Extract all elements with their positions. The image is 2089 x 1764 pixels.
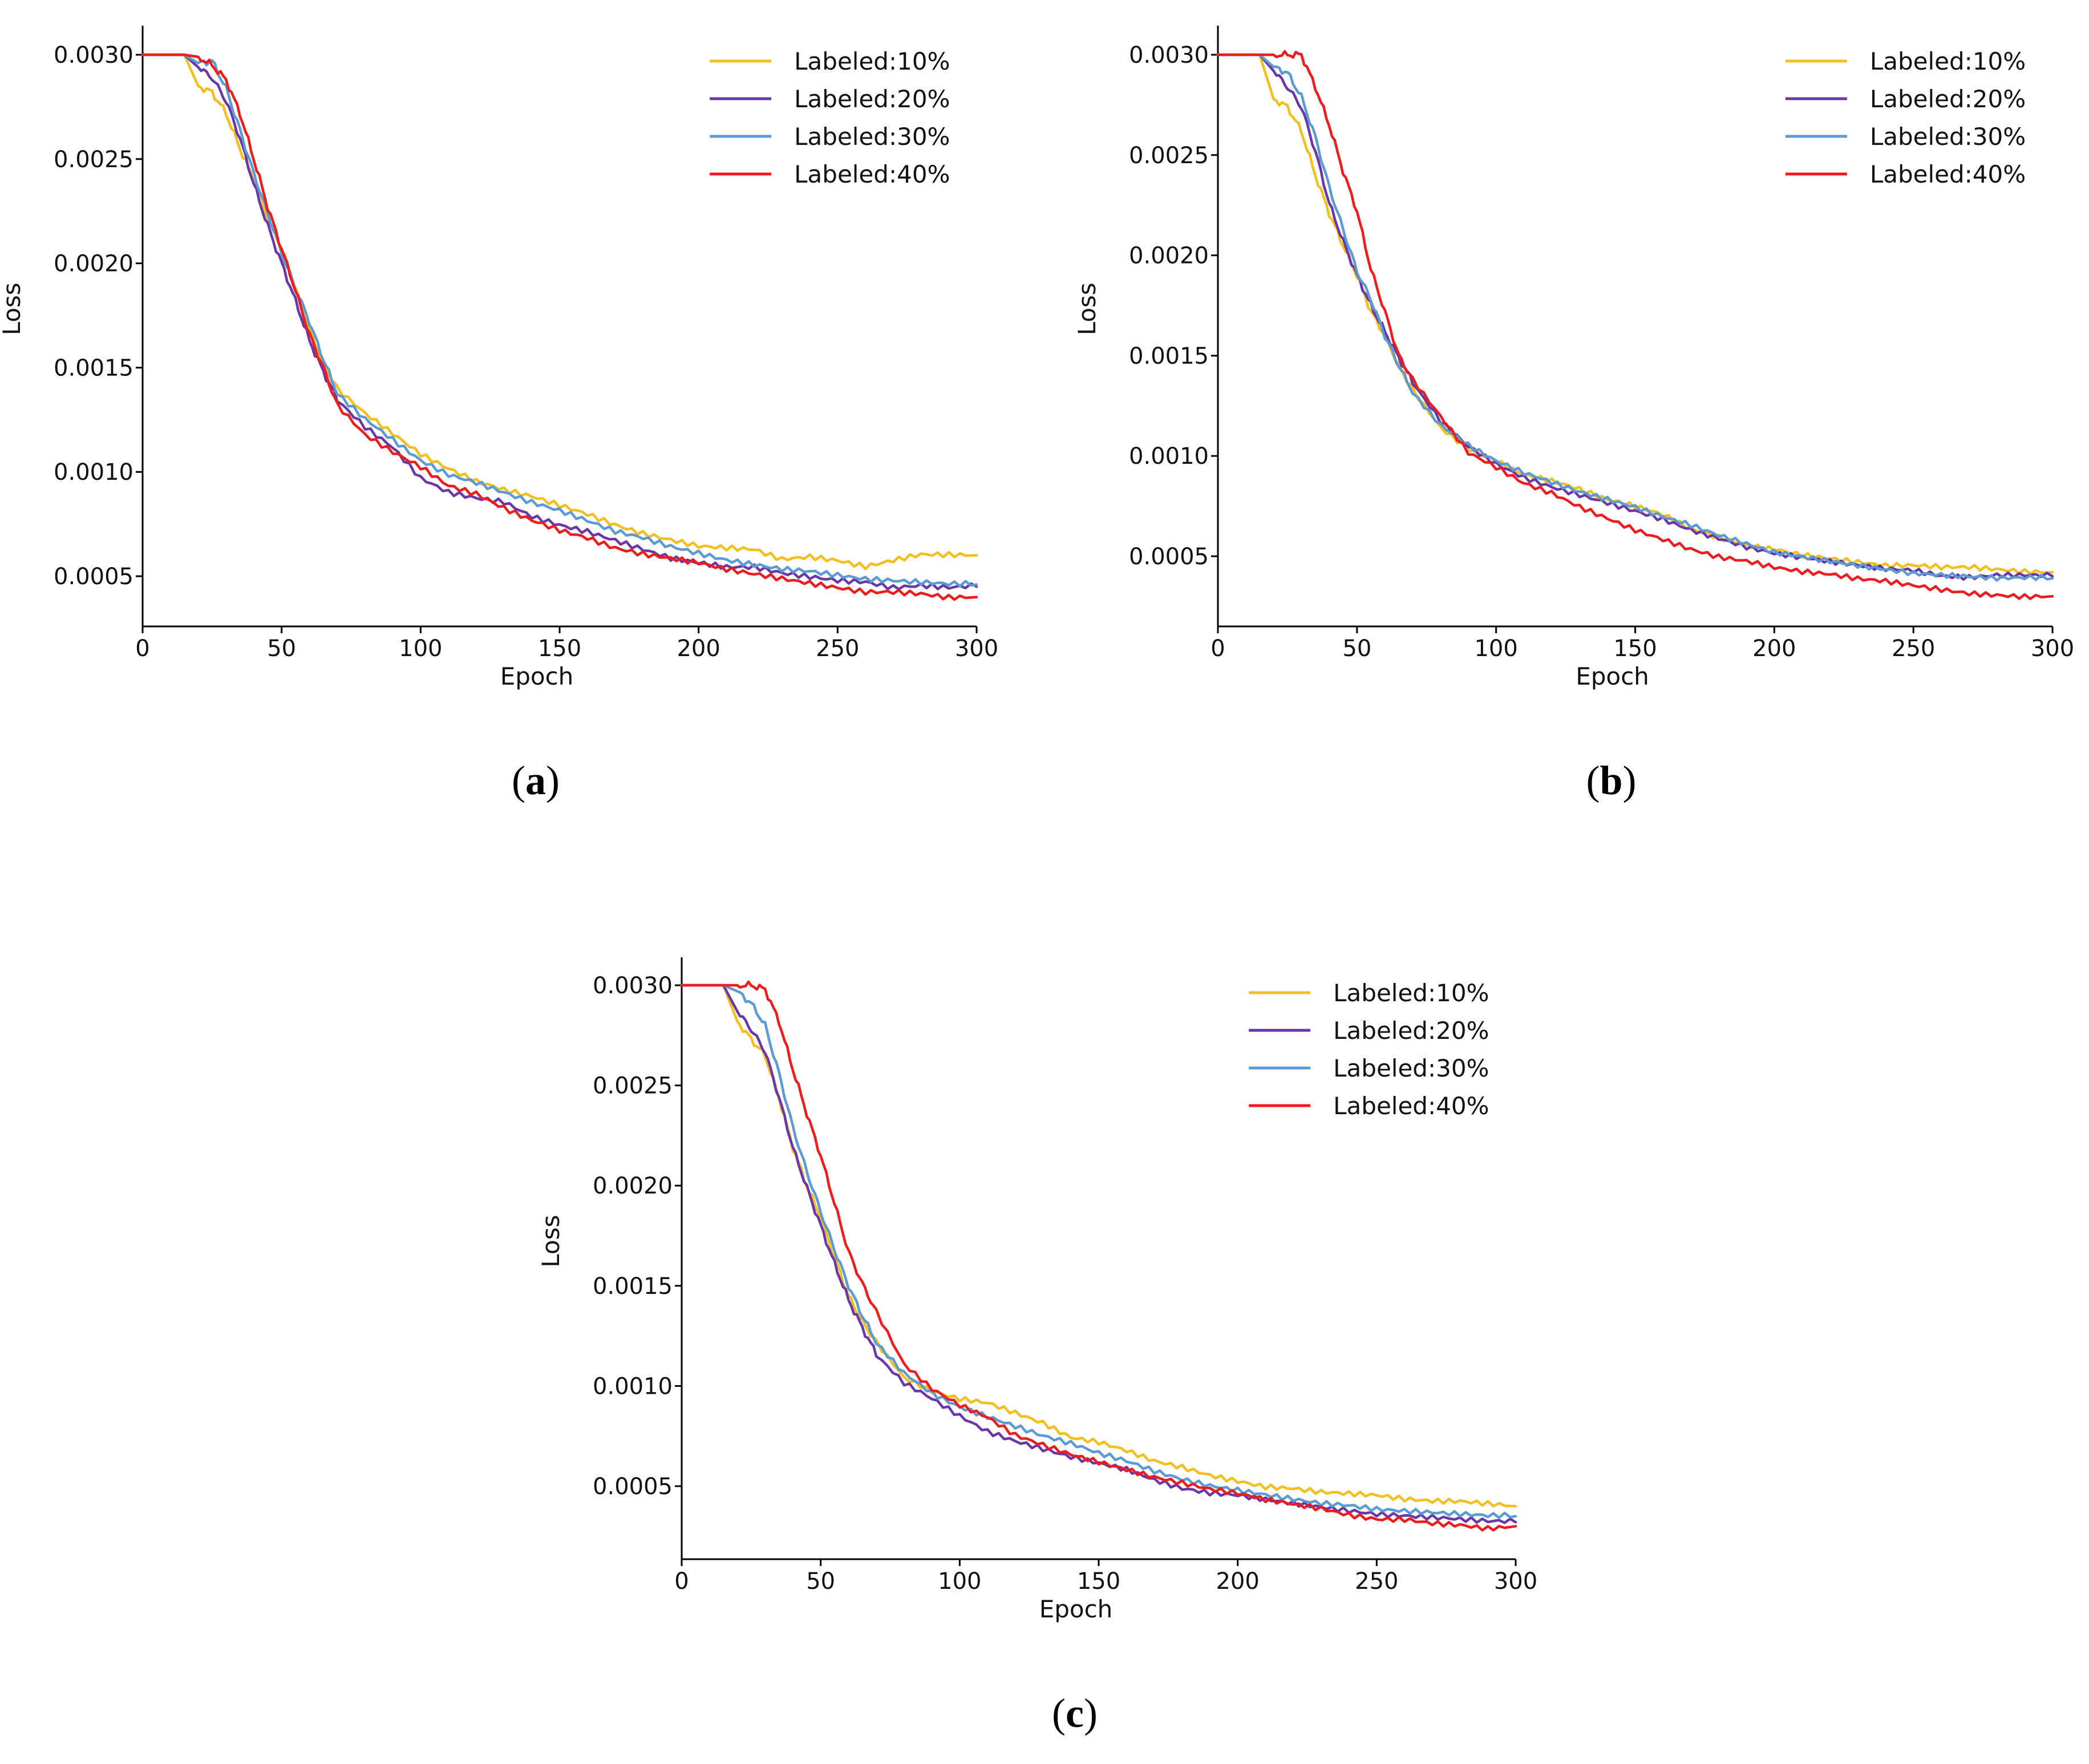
x-tick-label-a: 250 — [816, 636, 859, 662]
x-tick-label-b: 0 — [1211, 636, 1225, 662]
legend-label-labeled-40-b: Labeled:40% — [1870, 160, 2026, 188]
legend-label-labeled-10-c: Labeled:10% — [1333, 979, 1489, 1007]
legend-label-labeled-20-a: Labeled:20% — [794, 85, 950, 113]
y-tick-label-b: 0.0030 — [1129, 42, 1209, 68]
x-tick-label-b: 200 — [1752, 636, 1796, 662]
series-line-labeled-40-a — [141, 53, 978, 601]
chart-panel-a: 0 50 100 150 200 250 300 0.0005 0.0010 0.0015 0.00… — [0, 26, 998, 803]
x-tick-label-b: 300 — [2031, 636, 2074, 662]
y-tick-label-b: 0.0020 — [1129, 243, 1209, 269]
y-tick-label-c: 0.0015 — [593, 1273, 673, 1300]
x-tick-label-c: 300 — [1494, 1568, 1537, 1595]
x-tick-label-a: 150 — [538, 636, 581, 662]
y-tick-label-a: 0.0020 — [54, 251, 133, 277]
x-tick-label-c: 50 — [806, 1568, 835, 1595]
y-tick-label-c: 0.0020 — [593, 1173, 673, 1199]
x-tick-label-a: 50 — [267, 636, 296, 662]
y-tick-label-a: 0.0005 — [54, 564, 133, 590]
y-tick-label-c: 0.0005 — [593, 1474, 673, 1500]
x-tick-label-b: 50 — [1342, 636, 1371, 662]
x-tick-label-b: 150 — [1613, 636, 1657, 662]
panel-caption-c: (c) — [1052, 1690, 1098, 1736]
series-line-labeled-30-a — [141, 53, 978, 588]
y-tick-label-b: 0.0015 — [1129, 343, 1209, 369]
panel-caption-b: (b) — [1586, 758, 1636, 803]
series-line-labeled-30-b — [1216, 53, 2054, 582]
x-tick-label-b: 250 — [1892, 636, 1935, 662]
x-tick-label-c: 200 — [1216, 1568, 1259, 1595]
y-tick-label-b: 0.0005 — [1129, 544, 1209, 570]
y-tick-label-c: 0.0010 — [593, 1373, 673, 1399]
legend-label-labeled-40-a: Labeled:40% — [794, 160, 950, 188]
x-tick-label-b: 100 — [1474, 636, 1517, 662]
x-tick-label-a: 100 — [399, 636, 442, 662]
x-axis-title-b: Epoch — [1576, 662, 1649, 690]
y-tick-label-a: 0.0010 — [54, 459, 133, 485]
series-line-labeled-20-c — [680, 984, 1517, 1524]
legend-label-labeled-30-a: Labeled:30% — [794, 123, 950, 151]
series-line-labeled-40-c — [680, 980, 1517, 1532]
y-tick-label-a: 0.0015 — [54, 355, 133, 381]
x-tick-label-a: 300 — [955, 636, 998, 662]
y-tick-label-c: 0.0030 — [593, 973, 673, 999]
x-tick-label-c: 250 — [1355, 1568, 1398, 1595]
legend-label-labeled-10-b: Labeled:10% — [1870, 47, 2026, 75]
legend-label-labeled-40-c: Labeled:40% — [1333, 1092, 1489, 1120]
x-axis-title-a: Epoch — [500, 662, 574, 690]
x-tick-label-c: 0 — [674, 1568, 689, 1595]
y-axis-title-c: Loss — [537, 1215, 565, 1267]
x-tick-label-c: 100 — [938, 1568, 981, 1595]
y-tick-label-a: 0.0025 — [54, 147, 133, 173]
legend-label-labeled-30-b: Labeled:30% — [1870, 123, 2026, 151]
y-axis-title-a: Loss — [0, 282, 26, 335]
panel-caption-a: (a) — [512, 758, 560, 803]
x-axis-title-c: Epoch — [1039, 1595, 1113, 1623]
legend-label-labeled-10-a: Labeled:10% — [794, 47, 950, 75]
chart-panel-b: 0 50 100 150 200 250 300 0.0005 0.0010 0.0015 0.00… — [1073, 26, 2074, 803]
legend-label-labeled-20-c: Labeled:20% — [1333, 1017, 1489, 1045]
chart-panel-c: 0 50 100 150 200 250 300 0.0005 0.0010 0.0015 0.00… — [537, 957, 1537, 1736]
y-tick-label-a: 0.0030 — [54, 42, 133, 68]
y-tick-label-b: 0.0025 — [1129, 143, 1209, 169]
legend-label-labeled-20-b: Labeled:20% — [1870, 85, 2026, 113]
y-axis-title-b: Loss — [1073, 282, 1101, 335]
series-line-labeled-30-c — [680, 984, 1517, 1519]
x-tick-label-a: 0 — [135, 636, 149, 662]
y-tick-label-c: 0.0025 — [593, 1073, 673, 1099]
legend-label-labeled-30-c: Labeled:30% — [1333, 1054, 1489, 1082]
x-tick-label-a: 200 — [677, 636, 720, 662]
y-tick-label-b: 0.0010 — [1129, 443, 1209, 470]
series-line-labeled-40-b — [1216, 50, 2054, 600]
x-tick-label-c: 150 — [1077, 1568, 1120, 1595]
